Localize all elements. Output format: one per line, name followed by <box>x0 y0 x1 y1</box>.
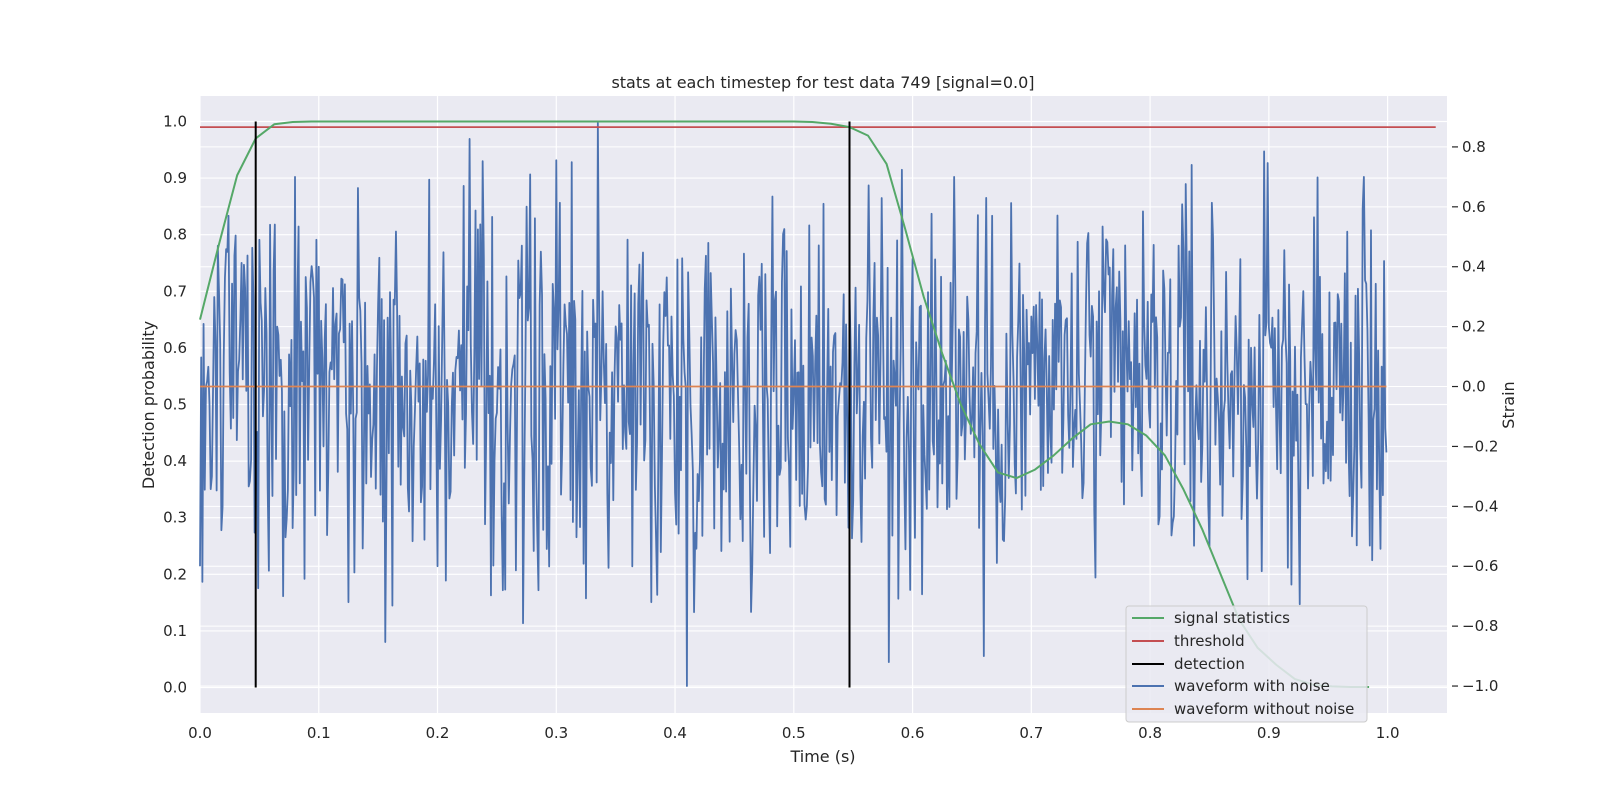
legend-label-waveform-without-noise: waveform without noise <box>1174 700 1354 718</box>
y-tick-label-right: −0.6 <box>1462 557 1498 575</box>
y-axis-label-left: Detection probability <box>139 321 158 489</box>
x-tick-label: 1.0 <box>1376 724 1400 742</box>
legend-label-waveform-with-noise: waveform with noise <box>1174 677 1330 695</box>
y-tick-label-left: 0.0 <box>163 679 187 697</box>
series-signal-statistics <box>199 120 1370 688</box>
x-tick-label: 0.0 <box>188 724 212 742</box>
legend-box <box>1125 605 1368 723</box>
legend-label-detection: detection <box>1174 655 1245 673</box>
x-tick-label: 0.1 <box>307 724 331 742</box>
y-tick-label-left: 0.6 <box>163 339 187 357</box>
series-waveform-with-noise <box>199 122 1388 687</box>
y-tick-label-left: 0.8 <box>163 226 187 244</box>
y-tick-label-right: 0.0 <box>1462 378 1486 396</box>
x-tick-label: 0.4 <box>663 724 687 742</box>
y-tick-label-left: 0.7 <box>163 282 187 300</box>
y-tick-label-right: 0.2 <box>1462 318 1486 336</box>
y-tick-label-left: 0.1 <box>163 622 187 640</box>
x-tick-label: 0.5 <box>782 724 806 742</box>
x-tick-label: 0.2 <box>426 724 450 742</box>
legend-label-signal-statistics: signal statistics <box>1174 609 1290 627</box>
y-tick-label-right: −0.2 <box>1462 437 1498 455</box>
y-axis-label-right: Strain <box>1499 381 1518 428</box>
y-tick-label-right: −0.4 <box>1462 497 1498 515</box>
y-tick-label-left: 0.3 <box>163 509 187 527</box>
x-tick-label: 0.7 <box>1019 724 1043 742</box>
y-tick-label-right: 0.4 <box>1462 258 1486 276</box>
y-tick-label-right: −1.0 <box>1462 677 1498 695</box>
x-tick-label: 0.3 <box>544 724 568 742</box>
y-tick-label-right: 0.8 <box>1462 138 1486 156</box>
x-axis-label: Time (s) <box>789 747 855 766</box>
y-tick-label-right: −0.8 <box>1462 617 1498 635</box>
y-tick-label-left: 0.5 <box>163 396 187 414</box>
y-tick-label-right: 0.6 <box>1462 198 1486 216</box>
x-tick-label: 0.6 <box>901 724 925 742</box>
legend: signal statistics threshold detection wa… <box>1125 605 1368 723</box>
y-tick-label-left: 0.9 <box>163 169 187 187</box>
axes: 0.0 0.1 0.2 0.3 0.4 0.5 0.6 0.7 0.8 0.9 1.0 0.0 0.1 0… <box>163 112 1498 742</box>
y-tick-label-left: 0.2 <box>163 565 187 583</box>
x-tick-label: 0.8 <box>1138 724 1162 742</box>
y-tick-label-left: 1.0 <box>163 112 187 130</box>
legend-label-threshold: threshold <box>1174 632 1245 650</box>
x-tick-label: 0.9 <box>1257 724 1281 742</box>
y-tick-label-left: 0.4 <box>163 452 187 470</box>
series-layer <box>199 120 1436 688</box>
chart-title: stats at each timestep for test data 749… <box>611 73 1034 92</box>
